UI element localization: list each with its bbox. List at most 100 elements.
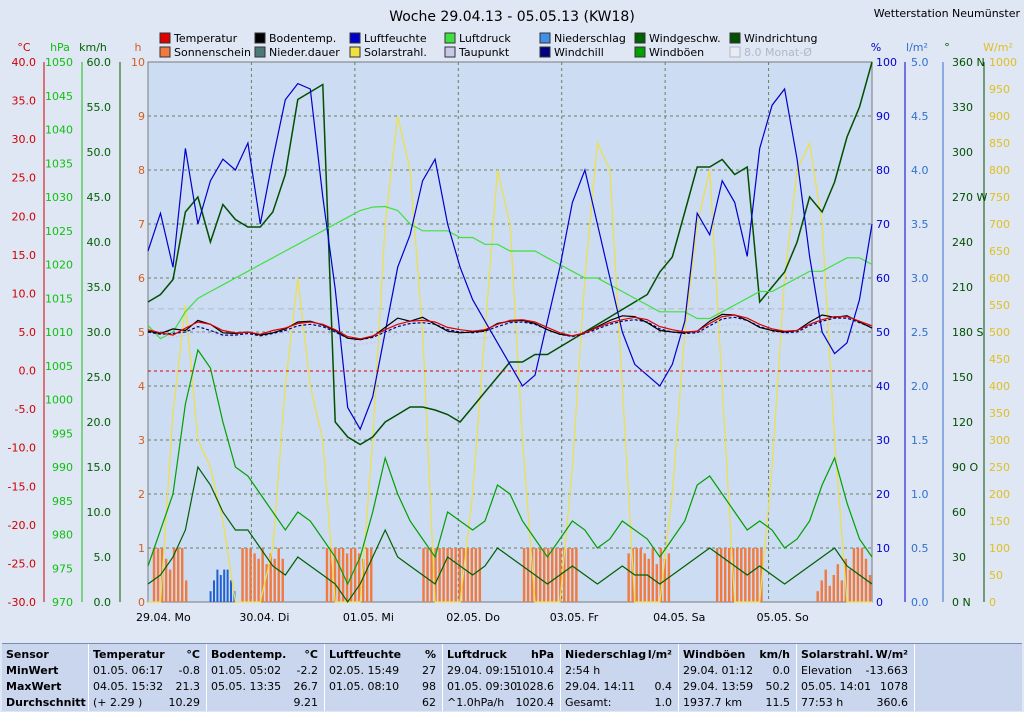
precip-bar [223, 569, 226, 602]
stats-boden-avg-val: 9.21 [293, 696, 319, 709]
h-tick-label: 0 [138, 596, 145, 609]
series-line-temperatur [147, 314, 873, 340]
sunshine-bar [261, 548, 264, 602]
sunshine-bar [281, 558, 284, 602]
sunshine-bar [864, 558, 868, 602]
pct-tick-label: 90 [876, 110, 890, 123]
kmh-unit-label: km/h [79, 41, 107, 54]
sunshine-bar [643, 553, 646, 602]
stats-druck-max-val: 1028.6 [515, 680, 555, 693]
wm2-tick-label: 400 [989, 380, 1010, 393]
precip-bar [219, 575, 222, 602]
hpa-tick-label: 1040 [45, 124, 73, 137]
series-line-solarstrahl- [148, 115, 872, 603]
wm2-tick-label: 700 [989, 218, 1010, 231]
sunshine-bar [458, 548, 461, 602]
wm2-tick-label: 950 [989, 83, 1010, 96]
stats-druck-max-time: 01.05. 09:30 [447, 680, 518, 693]
stats-solar-duration: 77:53 h [801, 696, 844, 709]
stats-wind-max-time: 29.04. 13:59 [683, 680, 754, 693]
stats-temp-min-time: 01.05. 06:17 [93, 664, 164, 677]
stats-feuchte-avg-val: 62 [422, 696, 436, 709]
sunshine-bar [530, 548, 534, 602]
hpa-unit-label: hPa [50, 41, 70, 54]
sunshine-bar [257, 558, 260, 602]
stats-wind-min-time: 29.04. 01:12 [683, 664, 754, 677]
wm2-tick-label: 800 [989, 164, 1010, 177]
hpa-tick-label: 995 [52, 427, 73, 440]
legend-label: Windböen [649, 46, 704, 59]
stats-nieder-max-time: 29.04. 14:11 [565, 680, 636, 693]
series-line-windrichtung [147, 61, 873, 446]
sunshine-bar [357, 553, 361, 602]
stats-boden-col: Bodentemp. °C 01.05. 05:02 -2.2 05.05. 13:… [207, 644, 325, 711]
stats-solar-unit: W/m² [875, 648, 908, 661]
legend-swatch [444, 46, 456, 58]
kmh-tick-label: 45.0 [87, 191, 112, 204]
stats-feuchte-min-time: 02.05. 15:49 [329, 664, 400, 677]
pct-tick-label: 40 [876, 380, 890, 393]
temp-tick-label: 5.0 [19, 326, 37, 339]
legend-swatch [254, 32, 266, 44]
sunshine-bar [828, 585, 831, 602]
temp-tick-label: -25.0 [8, 557, 36, 570]
kmh-tick-label: 50.0 [87, 146, 112, 159]
sunshine-bar [337, 548, 341, 602]
series-line-taupunkt [147, 322, 873, 345]
legend-label: Bodentemp. [269, 32, 336, 45]
precip-bar [213, 580, 215, 602]
lm2-tick-label: 0.0 [911, 596, 929, 609]
pct-tick-label: 0 [876, 596, 883, 609]
stats-boden-unit: °C [304, 648, 318, 661]
temp-tick-label: 40.0 [12, 56, 37, 69]
deg-tick-label: 0 N [952, 596, 971, 609]
stats-feuchte-col: Luftfeuchte% 02.05. 15:49 27 01.05. 08:10… [325, 644, 443, 711]
stats-druck-avg-val: 1020.4 [515, 696, 555, 709]
h-tick-label: 7 [138, 218, 145, 231]
stats-temp-max-time: 04.05. 15:32 [93, 680, 164, 693]
weather-chart: 40.035.030.025.020.015.010.05.00.0-5.0-1… [7, 7, 1021, 624]
wm2-tick-label: 0 [989, 596, 996, 609]
legend-label: Solarstrahl. [364, 46, 427, 59]
hpa-tick-label: 970 [52, 596, 73, 609]
sunshine-bar [715, 548, 719, 602]
stats-solar-avg-val: 360.6 [876, 696, 909, 709]
pct-unit-label: % [871, 41, 881, 54]
legend-label: Nieder.dauer [269, 46, 340, 59]
hpa-tick-label: 1000 [45, 394, 73, 407]
wm2-tick-label: 450 [989, 353, 1010, 366]
sunshine-bar [325, 548, 329, 602]
sunshine-bar [426, 548, 429, 602]
hpa-tick-label: 1050 [45, 56, 73, 69]
sunshine-bar [719, 548, 723, 602]
deg-tick-label: 90 O [952, 461, 978, 474]
sunshine-bar [474, 548, 478, 602]
series-line-bodentemp- [147, 313, 873, 341]
stats-temp-avg-note: (+ 2.29 ) [93, 696, 143, 709]
stats-solar-max-time: 05.05. 14:01 [801, 680, 872, 693]
stats-druck-col: Luftdruck hPa 29.04. 09:15 1010.4 01.05. 0… [443, 644, 561, 711]
sunshine-bar [454, 548, 457, 602]
sunshine-bar [836, 564, 840, 602]
sunshine-bar [156, 548, 160, 602]
sunshine-bar [563, 548, 566, 602]
legend-label: Taupunkt [458, 46, 510, 59]
hpa-tick-label: 1015 [45, 292, 73, 305]
stats-feuchte-max-time: 01.05. 08:10 [329, 680, 400, 693]
sunshine-bar [627, 553, 630, 602]
stats-feuchte-header: Luftfeuchte [329, 648, 402, 661]
sunshine-bar [575, 548, 578, 602]
wm2-unit-label: W/m² [983, 41, 1013, 54]
temp-tick-label: -10.0 [8, 442, 36, 455]
sunshine-bar [450, 548, 453, 602]
y-axes: 40.035.030.025.020.015.010.05.00.0-5.0-1… [8, 56, 1017, 609]
sunshine-bar [659, 548, 663, 602]
sunshine-bar [840, 580, 844, 602]
sunshine-bar [848, 569, 852, 602]
wm2-tick-label: 100 [989, 542, 1010, 555]
deg-tick-label: 240 [952, 236, 973, 249]
deg-tick-label: 330 [952, 101, 973, 114]
wm2-tick-label: 600 [989, 272, 1010, 285]
stats-nieder-max-val: 0.4 [654, 680, 673, 693]
stats-sensor-col: Sensor MinWert MaxWert Durchschnitt [2, 644, 89, 711]
